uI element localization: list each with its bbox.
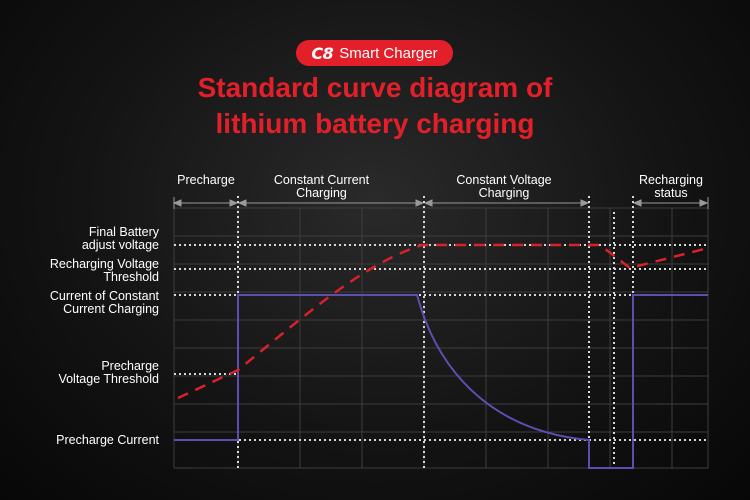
brand-name: Smart Charger: [339, 44, 438, 62]
y-label-recharging-voltage-threshold: Recharging Voltage Threshold: [49, 257, 159, 284]
y-label-constant-current: Current of Constant Current Charging: [49, 289, 159, 316]
phase-dimension-arrows: [172, 197, 709, 209]
phase-constant-current-label: Constant Current Charging: [273, 173, 370, 200]
plot-grid: [173, 207, 709, 469]
brand-badge: C8 Smart Charger: [296, 40, 453, 66]
battery-voltage-curve: [177, 243, 709, 400]
diagram-title: Standard curve diagram of lithium batter…: [0, 70, 750, 142]
phase-constant-voltage-label: Constant Voltage Charging: [456, 173, 552, 200]
title-line-1: Standard curve diagram of: [197, 72, 553, 103]
charging-current-curve: [174, 294, 708, 469]
dotted-reference-lines: [174, 196, 708, 468]
y-label-final-battery-voltage: Final Battery adjust voltage: [81, 225, 159, 252]
phase-precharge-label: Precharge: [177, 173, 235, 187]
y-label-precharge-voltage-threshold: Precharge Voltage Threshold: [58, 359, 159, 386]
y-label-precharge-current: Precharge Current: [56, 433, 159, 447]
phase-recharging-label: Recharging status: [639, 173, 703, 200]
title-line-2: lithium battery charging: [215, 108, 535, 139]
brand-logo: C8: [311, 43, 334, 63]
